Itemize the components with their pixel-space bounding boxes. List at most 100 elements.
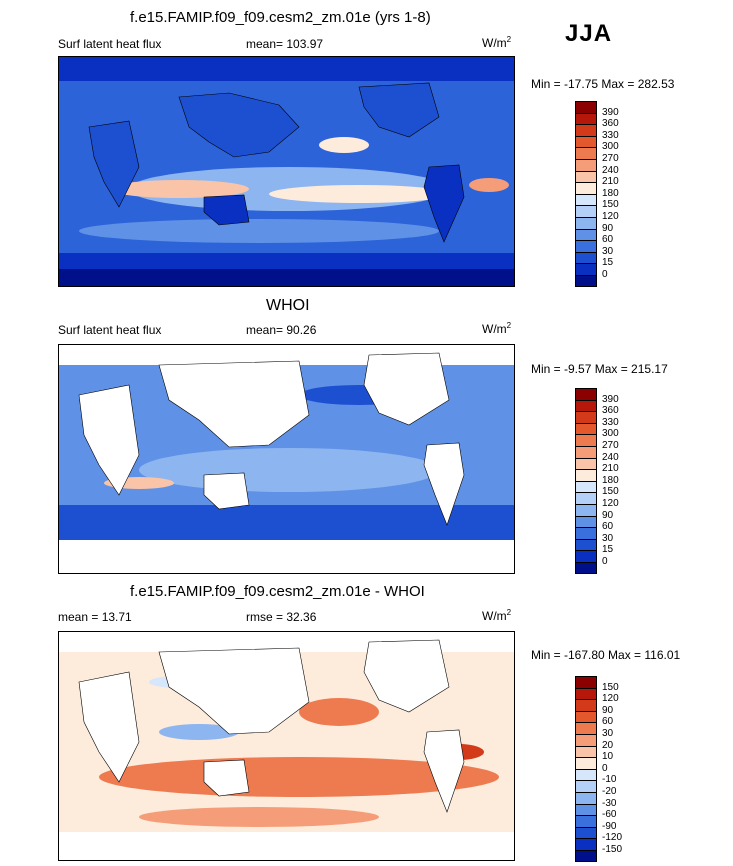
colorbar-tick-label: 60 [602, 716, 614, 728]
colorbar-cell [575, 159, 597, 171]
colorbar-tick-label: 360 [602, 405, 619, 417]
panel-2-minmax: Min = -9.57 Max = 215.17 [531, 362, 668, 376]
colorbar-cell [575, 469, 597, 481]
colorbar-tick-label: -150 [602, 844, 623, 855]
colorbar-cell [575, 228, 597, 241]
colorbar-cell [575, 411, 597, 423]
colorbar-cell [575, 182, 597, 194]
colorbar-cell [575, 124, 597, 136]
colorbar-tick-label: -30 [602, 797, 617, 809]
panel-3-map [58, 631, 515, 861]
colorbar-tick-label: 300 [602, 428, 619, 440]
colorbar-tick-label: 240 [602, 164, 619, 176]
colorbar-cell [575, 850, 597, 862]
colorbar-cell [575, 112, 597, 125]
panel-2-units: W/m2 [482, 321, 512, 336]
colorbar-cell [575, 734, 597, 746]
colorbar-tick-label: 390 [602, 393, 619, 405]
colorbar-tick-label: 300 [602, 141, 619, 153]
panel-1-title: f.e15.FAMIP.f09_f09.cesm2_zm.01e (yrs 1-… [130, 9, 431, 26]
colorbar-tick-label: 330 [602, 416, 619, 428]
colorbar-cell [575, 388, 597, 400]
panel-2-mean: mean= 90.26 [246, 323, 317, 337]
colorbar-tick-label: 150 [602, 199, 619, 211]
colorbar-cell [575, 217, 597, 229]
colorbar-cell [575, 538, 597, 551]
panel-3-minmax: Min = -167.80 Max = 116.01 [531, 648, 681, 662]
colorbar-cell [575, 434, 597, 446]
panel-1-map [58, 56, 515, 287]
colorbar-tick-label: 0 [602, 556, 608, 567]
colorbar-cell [575, 676, 597, 688]
colorbar-cell [575, 745, 597, 758]
panel-2-map [58, 344, 515, 574]
colorbar-tick-label: 360 [602, 118, 619, 130]
colorbar-cell [575, 504, 597, 516]
colorbar-cell [575, 275, 597, 287]
colorbar-cell [575, 446, 597, 458]
colorbar-tick-label: 60 [602, 234, 614, 246]
colorbar-cell [575, 422, 597, 435]
colorbar-cell [575, 515, 597, 528]
colorbar-cell [575, 147, 597, 159]
colorbar-cell [575, 699, 597, 711]
colorbar-cell [575, 399, 597, 412]
colorbar-cell [575, 240, 597, 252]
colorbar-tick-label: 210 [602, 176, 619, 188]
panel-2-title: WHOI [266, 297, 310, 314]
colorbar-tick-label: 150 [602, 486, 619, 498]
panel-1-mean: mean= 103.97 [246, 37, 324, 51]
colorbar-tick-label: 30 [602, 245, 614, 257]
colorbar-tick-label: -120 [602, 832, 623, 844]
colorbar-tick-label: -10 [602, 774, 617, 786]
colorbar-tick-label: 0 [602, 269, 608, 280]
colorbar-tick-label: 120 [602, 211, 619, 222]
colorbar-tick-label: -60 [602, 809, 617, 821]
panel-3-units: W/m2 [482, 608, 512, 623]
colorbar-cell [575, 550, 597, 562]
colorbar-tick-label: 0 [602, 762, 608, 774]
colorbar-tick-label: 30 [602, 532, 614, 544]
colorbar-cell [575, 687, 597, 700]
colorbar-cell [575, 457, 597, 470]
colorbar-tick-label: 120 [602, 693, 619, 705]
colorbar-cell [575, 757, 597, 769]
panel-2-variable: Surf latent heat flux [58, 323, 162, 337]
colorbar-tick-label: 15 [602, 544, 614, 556]
colorbar-cell [575, 492, 597, 504]
colorbar-cell [575, 722, 597, 734]
colorbar-cell [575, 527, 597, 539]
colorbar-tick-label: 10 [602, 751, 614, 763]
colorbar-cell [575, 710, 597, 723]
colorbar-tick-label: -20 [602, 786, 617, 797]
colorbar-tick-label: 90 [602, 509, 614, 521]
colorbar-tick-label: 90 [602, 222, 614, 234]
colorbar-cell [575, 135, 597, 148]
colorbar-cell [575, 263, 597, 275]
colorbar-tick-label: 270 [602, 440, 619, 451]
colorbar-tick-label: 60 [602, 521, 614, 533]
colorbar-tick-label: 120 [602, 498, 619, 509]
colorbar-cell [575, 815, 597, 827]
colorbar-tick-label: 180 [602, 474, 619, 486]
colorbar-tick-label: 270 [602, 153, 619, 164]
colorbar-cell [575, 205, 597, 217]
colorbar-cell [575, 170, 597, 183]
panel-1-units: W/m2 [482, 35, 512, 50]
colorbar-tick-label: -90 [602, 820, 617, 832]
colorbar-tick-label: 240 [602, 451, 619, 463]
colorbar-cell [575, 803, 597, 816]
colorbar-cell [575, 101, 597, 113]
colorbar-cell [575, 792, 597, 804]
panel-1-minmax: Min = -17.75 Max = 282.53 [531, 77, 675, 91]
colorbar-cell [575, 480, 597, 493]
colorbar-cell [575, 768, 597, 781]
colorbar-tick-label: 20 [602, 739, 614, 751]
colorbar-cell [575, 780, 597, 792]
colorbar-tick-label: 210 [602, 463, 619, 475]
season-label: JJA [565, 20, 613, 47]
colorbar-tick-label: 15 [602, 257, 614, 269]
colorbar-tick-label: 330 [602, 129, 619, 141]
panel-1-variable: Surf latent heat flux [58, 37, 162, 51]
panel-3-title: f.e15.FAMIP.f09_f09.cesm2_zm.01e - WHOI [130, 583, 425, 600]
